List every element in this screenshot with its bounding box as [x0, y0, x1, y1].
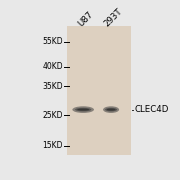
- Text: 35KD: 35KD: [42, 82, 63, 91]
- Text: 15KD: 15KD: [42, 141, 63, 150]
- Text: CLEC4D: CLEC4D: [134, 105, 168, 114]
- Ellipse shape: [105, 108, 117, 111]
- Ellipse shape: [103, 106, 119, 113]
- Bar: [67, 26, 131, 155]
- Ellipse shape: [72, 106, 94, 113]
- Ellipse shape: [107, 109, 116, 111]
- Text: 293T: 293T: [103, 7, 124, 28]
- Text: 55KD: 55KD: [42, 37, 63, 46]
- Text: 25KD: 25KD: [42, 111, 63, 120]
- Ellipse shape: [75, 108, 91, 111]
- Text: U87: U87: [76, 10, 95, 28]
- Ellipse shape: [77, 109, 89, 111]
- Text: 40KD: 40KD: [42, 62, 63, 71]
